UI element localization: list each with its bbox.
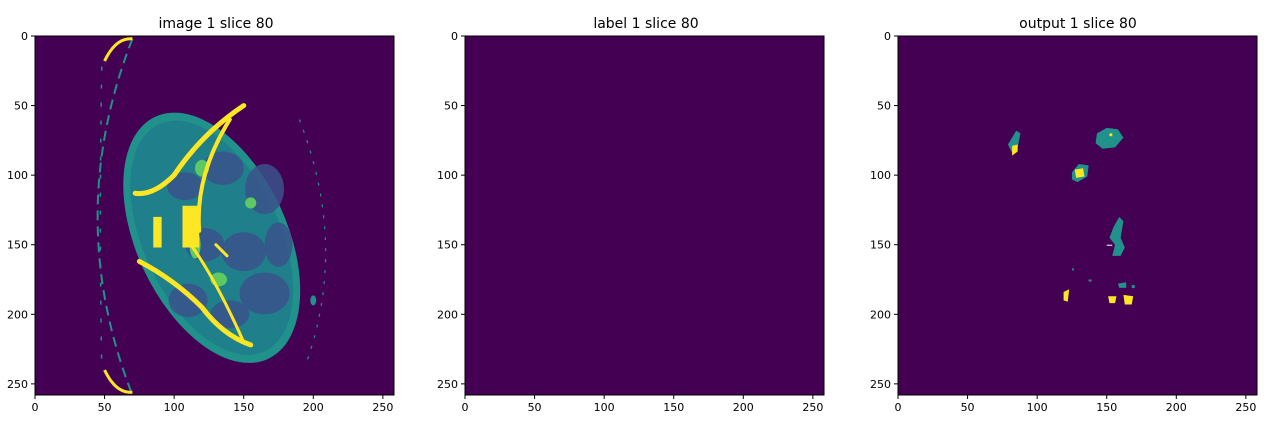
y-tick-label: 0: [884, 30, 891, 43]
x-tick-label: 0: [462, 401, 469, 414]
y-tick-label: 200: [437, 308, 458, 321]
panel-output: output 1 slice 80 0 50 100 150 200 250 0 50 100 1…: [870, 16, 1258, 414]
bottom-bright-edge: [103, 369, 133, 394]
right-blob: [310, 295, 317, 306]
blob-highlight: [1106, 244, 1113, 246]
spine: [182, 205, 200, 248]
x-tick-label: 250: [802, 401, 823, 414]
y-tick-label: 250: [870, 378, 891, 391]
y-tick-label: 50: [444, 100, 458, 113]
heatmap-image: [35, 36, 394, 395]
segmentation-blob: [1074, 168, 1085, 178]
organ: [201, 151, 244, 185]
organ: [168, 283, 208, 318]
axes-frame: [464, 35, 825, 396]
heatmap-content: [96, 37, 327, 395]
axes-label: 0 50 100 150 200 250 0 50 100 150 200 250: [437, 30, 825, 414]
bone-fragment: [214, 243, 229, 258]
x-tick-label: 200: [733, 401, 754, 414]
y-tick-label: 100: [7, 169, 28, 182]
y-tick-label: 250: [437, 378, 458, 391]
y-tick-label: 50: [877, 100, 891, 113]
x-tick-label: 100: [594, 401, 615, 414]
segmentation-blob: [1109, 216, 1125, 256]
y-tick-label: 0: [451, 30, 458, 43]
panel-image: image 1 slice 80 0 50 100 150 200 250 0 50 100 15…: [7, 16, 395, 414]
speck: [1088, 279, 1092, 282]
organ: [264, 222, 293, 267]
speck: [1071, 268, 1074, 271]
heatmap-label: [465, 36, 824, 395]
bone-lower-inner: [189, 243, 246, 344]
y-tick-label: 150: [870, 239, 891, 252]
organ: [239, 272, 290, 315]
x-tick-label: 200: [303, 401, 324, 414]
x-tick-label: 150: [1096, 401, 1117, 414]
y-tick-label: 100: [437, 169, 458, 182]
segmentation-blob: [1108, 296, 1117, 304]
x-tick-label: 250: [1235, 401, 1256, 414]
heatmap-output: [898, 36, 1257, 395]
x-tick-label: 50: [528, 401, 542, 414]
x-tick-label: 150: [663, 401, 684, 414]
x-tick-label: 0: [32, 401, 39, 414]
panel-title-output: output 1 slice 80: [1019, 16, 1137, 32]
y-tick-label: 200: [870, 308, 891, 321]
x-tick-label: 0: [895, 401, 902, 414]
x-tick-label: 250: [372, 401, 393, 414]
segmentation-blob: [1109, 133, 1113, 137]
organ: [167, 172, 204, 201]
top-bright-edge: [103, 37, 133, 62]
panel-title-label: label 1 slice 80: [593, 16, 698, 32]
right-faint-arc: [298, 119, 327, 364]
outer-arc: [96, 38, 134, 395]
x-tick-label: 50: [961, 401, 975, 414]
heatmap-background: [465, 36, 824, 395]
x-tick-label: 100: [164, 401, 185, 414]
outer-arc-inner: [99, 66, 103, 370]
x-tick-label: 150: [233, 401, 254, 414]
y-tick-label: 150: [7, 239, 28, 252]
y-tick-label: 150: [437, 239, 458, 252]
y-tick-label: 100: [870, 169, 891, 182]
heatmap-content: [1007, 127, 1135, 305]
segmentation-blob: [1117, 282, 1127, 288]
bone-upper: [132, 103, 247, 197]
axes-image: 0 50 100 150 200 250 0 50 100 150 200 250: [7, 30, 395, 414]
heatmap-background: [898, 36, 1257, 395]
y-tick-label: 50: [14, 100, 28, 113]
speck: [1131, 285, 1135, 289]
axes-frame: [897, 35, 1258, 396]
x-tick-label: 200: [1166, 401, 1187, 414]
segmentation-blob: [1123, 294, 1134, 305]
x-tick-label: 50: [98, 401, 112, 414]
panel-title-image: image 1 slice 80: [158, 16, 273, 32]
segmentation-blob: [1012, 144, 1018, 156]
organ: [221, 232, 266, 272]
y-tick-label: 250: [7, 378, 28, 391]
axes-output: 0 50 100 150 200 250 0 50 100 150 200 250: [870, 30, 1258, 414]
bone-lower: [136, 258, 254, 348]
axes-frame: [34, 35, 395, 396]
y-tick-label: 200: [7, 308, 28, 321]
organ-highlight: [245, 197, 257, 209]
panel-label: label 1 slice 80 0 50 100 150 200 250 0 50 100 15…: [437, 16, 825, 414]
y-tick-label: 0: [21, 30, 28, 43]
bone-left: [153, 216, 162, 248]
segmentation-blob: [1063, 289, 1070, 302]
x-tick-label: 100: [1027, 401, 1048, 414]
segmentation-blob: [1095, 127, 1124, 149]
